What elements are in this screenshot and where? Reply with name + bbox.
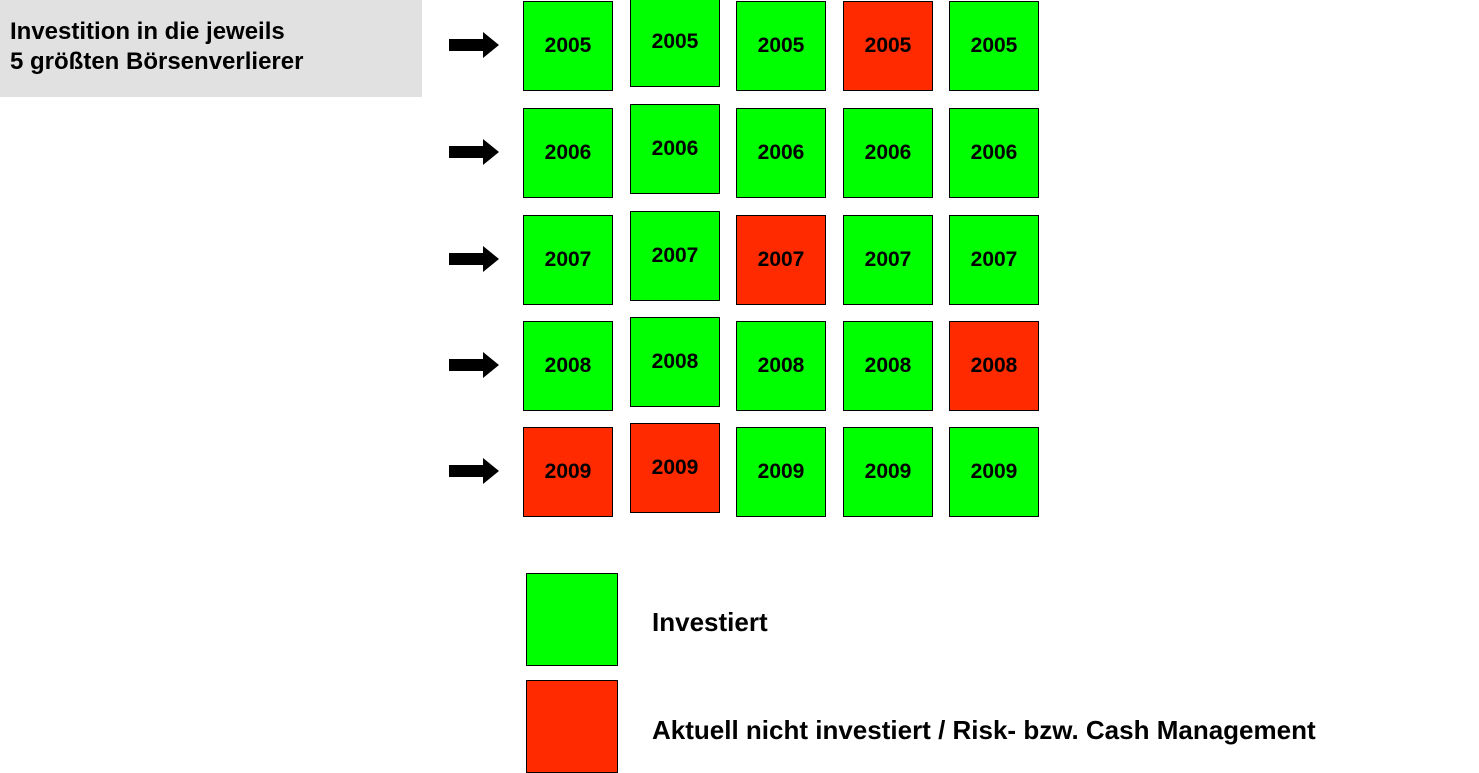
title-box: Investition in die jeweils 5 größten Bör… xyxy=(0,0,422,97)
year-cell-label: 2008 xyxy=(651,350,699,373)
year-cell-label: 2007 xyxy=(544,248,592,271)
year-cell-invested: 2006 xyxy=(843,108,933,198)
year-cell-label: 2005 xyxy=(757,34,805,57)
legend-swatch-invested xyxy=(526,573,618,666)
row-arrow-icon xyxy=(449,458,499,484)
row-arrow-icon xyxy=(449,139,499,165)
legend-swatch-not-invested xyxy=(526,680,618,773)
title-line-2: 5 größten Börsenverlierer xyxy=(10,48,304,75)
legend-label-not-invested: Aktuell nicht investiert / Risk- bzw. Ca… xyxy=(652,715,1316,745)
year-cell-not-invested: 2009 xyxy=(523,427,613,517)
title-line-1: Investition in die jeweils xyxy=(10,18,285,45)
year-cell-invested: 2009 xyxy=(736,427,826,517)
year-cell-label: 2008 xyxy=(970,354,1018,377)
year-cell-invested: 2007 xyxy=(949,215,1039,305)
year-cell-invested: 2009 xyxy=(949,427,1039,517)
year-cell-invested: 2006 xyxy=(630,104,720,194)
year-cell-label: 2005 xyxy=(544,34,592,57)
row-arrow-icon xyxy=(449,246,499,272)
year-cell-not-invested: 2008 xyxy=(949,321,1039,411)
year-cell-label: 2009 xyxy=(864,460,912,483)
year-cell-invested: 2008 xyxy=(843,321,933,411)
year-cell-invested: 2006 xyxy=(523,108,613,198)
year-cell-label: 2005 xyxy=(651,30,699,53)
year-cell-label: 2008 xyxy=(544,354,592,377)
year-cell-label: 2009 xyxy=(757,460,805,483)
year-cell-invested: 2007 xyxy=(523,215,613,305)
row-arrow-icon xyxy=(449,352,499,378)
year-cell-label: 2007 xyxy=(864,248,912,271)
year-cell-invested: 2005 xyxy=(523,1,613,91)
year-cell-label: 2006 xyxy=(651,137,699,160)
year-cell-invested: 2006 xyxy=(949,108,1039,198)
year-cell-invested: 2005 xyxy=(630,0,720,87)
year-cell-invested: 2007 xyxy=(630,211,720,301)
year-cell-label: 2009 xyxy=(651,456,699,479)
year-cell-label: 2007 xyxy=(651,244,699,267)
year-cell-invested: 2005 xyxy=(736,1,826,91)
year-cell-invested: 2007 xyxy=(843,215,933,305)
year-cell-label: 2006 xyxy=(757,141,805,164)
year-cell-invested: 2009 xyxy=(843,427,933,517)
year-cell-invested: 2005 xyxy=(949,1,1039,91)
year-cell-label: 2005 xyxy=(864,34,912,57)
year-cell-not-invested: 2007 xyxy=(736,215,826,305)
year-cell-label: 2009 xyxy=(544,460,592,483)
year-cell-label: 2006 xyxy=(544,141,592,164)
year-cell-label: 2009 xyxy=(970,460,1018,483)
year-cell-invested: 2008 xyxy=(736,321,826,411)
year-cell-label: 2006 xyxy=(864,141,912,164)
year-cell-label: 2007 xyxy=(757,248,805,271)
year-cell-label: 2008 xyxy=(864,354,912,377)
year-cell-label: 2007 xyxy=(970,248,1018,271)
year-cell-invested: 2008 xyxy=(523,321,613,411)
year-cell-label: 2006 xyxy=(970,141,1018,164)
year-cell-invested: 2006 xyxy=(736,108,826,198)
row-arrow-icon xyxy=(449,32,499,58)
year-cell-label: 2008 xyxy=(757,354,805,377)
year-cell-label: 2005 xyxy=(970,34,1018,57)
year-cell-not-invested: 2009 xyxy=(630,423,720,513)
legend-label-invested: Investiert xyxy=(652,607,768,637)
year-cell-invested: 2008 xyxy=(630,317,720,407)
year-cell-not-invested: 2005 xyxy=(843,1,933,91)
